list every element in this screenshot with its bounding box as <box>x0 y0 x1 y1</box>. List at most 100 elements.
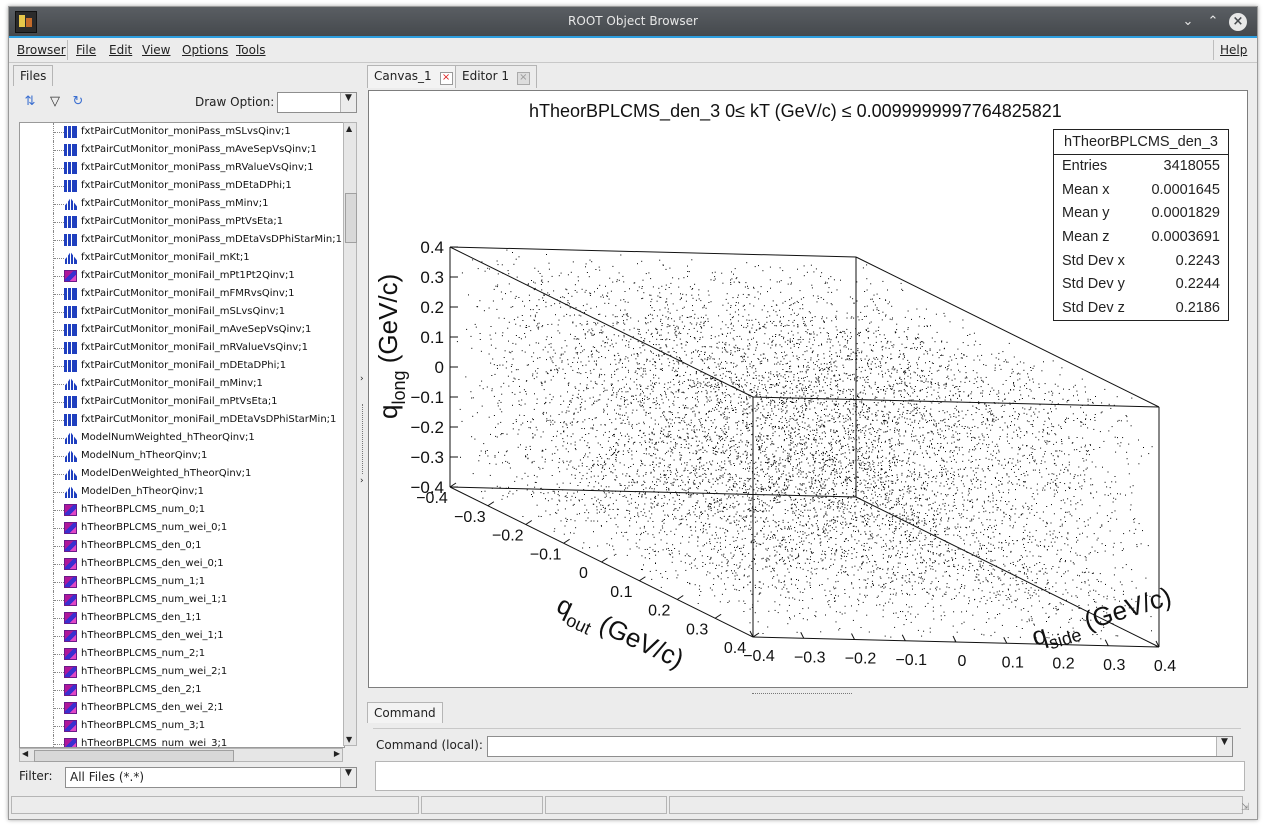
z-tick-label: 0.2 <box>420 298 444 317</box>
x-tick-label: −0.3 <box>454 509 486 526</box>
tree-item[interactable]: hTheorBPLCMS_den_wei_2;1 <box>20 699 340 717</box>
tree-item[interactable]: fxtPairCutMonitor_moniFail_mPtVsEta;1 <box>20 393 340 411</box>
tree-guide-line <box>54 420 64 421</box>
file-tree[interactable]: fxtPairCutMonitor_moniPass_mSLvsQinv;1 fx… <box>19 122 345 748</box>
scroll-up-icon[interactable]: ▲ <box>346 124 353 133</box>
stats-value: 0.2244 <box>1175 276 1220 293</box>
menu-edit[interactable]: Edit <box>109 43 133 57</box>
close-icon[interactable]: × <box>1229 13 1247 31</box>
tree-item[interactable]: hTheorBPLCMS_num_wei_3;1 <box>20 735 340 747</box>
tree-item[interactable]: fxtPairCutMonitor_moniPass_mSLvsQinv;1 <box>20 123 340 141</box>
tree-item[interactable]: fxtPairCutMonitor_moniFail_mRValueVsQinv… <box>20 339 340 357</box>
tree-item[interactable]: fxtPairCutMonitor_moniFail_mSLvsQinv;1 <box>20 303 340 321</box>
draw-option-combo[interactable]: ▼ <box>277 92 357 113</box>
scroll-thumb[interactable] <box>34 750 234 762</box>
filter-combo[interactable]: All Files (*.*) ▼ <box>65 767 357 788</box>
tree-item[interactable]: hTheorBPLCMS_num_wei_1;1 <box>20 591 340 609</box>
minimize-icon[interactable]: ⌄ <box>1182 14 1194 29</box>
resize-grip-icon[interactable]: ⇲ <box>1241 802 1250 813</box>
command-input[interactable]: ▼ <box>487 736 1233 757</box>
chevron-down-icon[interactable]: ▼ <box>340 768 356 787</box>
histogram-2d-icon <box>64 216 77 228</box>
tree-item[interactable]: hTheorBPLCMS_den_0;1 <box>20 537 340 555</box>
collapse-arrow-icon[interactable]: › <box>360 374 364 384</box>
root-canvas[interactable]: hTheorBPLCMS_den_3 0≤ kT (GeV/c) ≤ 0.009… <box>368 90 1248 688</box>
menu-browser[interactable]: Browser <box>17 43 66 57</box>
tree-item[interactable]: fxtPairCutMonitor_moniFail_mMinv;1 <box>20 375 340 393</box>
title-bar[interactable]: ROOT Object Browser ⌄ ⌃ × <box>9 7 1257 38</box>
histogram-1d-icon <box>64 432 77 444</box>
scroll-down-icon[interactable]: ▼ <box>346 735 353 744</box>
tree-item[interactable]: fxtPairCutMonitor_moniPass_mRValueVsQinv… <box>20 159 340 177</box>
tree-item-label: hTheorBPLCMS_den_wei_0;1 <box>81 558 224 569</box>
tree-guide-line <box>54 600 64 601</box>
scroll-thumb[interactable] <box>345 193 357 243</box>
plot-title: hTheorBPLCMS_den_3 0≤ kT (GeV/c) ≤ 0.009… <box>529 101 1062 121</box>
tree-item-label: fxtPairCutMonitor_moniPass_mRValueVsQinv… <box>81 162 314 173</box>
scroll-right-icon[interactable]: ▶ <box>333 749 340 758</box>
panel-splitter[interactable]: › › <box>359 64 367 794</box>
stats-value: 0.2186 <box>1175 300 1220 317</box>
tree-item[interactable]: hTheorBPLCMS_den_1;1 <box>20 609 340 627</box>
tree-guide-line <box>53 393 55 411</box>
tab-canvas[interactable]: Canvas_1 × <box>367 65 460 88</box>
tree-item[interactable]: fxtPairCutMonitor_moniPass_mDEtaVsDPhiSt… <box>20 231 342 249</box>
tree-item[interactable]: fxtPairCutMonitor_moniFail_mPt1Pt2Qinv;1 <box>20 267 340 285</box>
chevron-down-icon[interactable]: ▼ <box>340 93 356 112</box>
tree-item[interactable]: ModelDenWeighted_hTheorQinv;1 <box>20 465 340 483</box>
tree-item-label: hTheorBPLCMS_den_wei_2;1 <box>81 702 224 713</box>
close-tab-icon[interactable]: × <box>439 72 453 85</box>
tree-item[interactable]: hTheorBPLCMS_den_wei_0;1 <box>20 555 340 573</box>
tree-item[interactable]: hTheorBPLCMS_num_2;1 <box>20 645 340 663</box>
collapse-arrow-icon[interactable]: › <box>360 476 364 486</box>
tree-item[interactable]: hTheorBPLCMS_num_0;1 <box>20 501 340 519</box>
maximize-icon[interactable]: ⌃ <box>1207 14 1219 29</box>
menu-help[interactable]: Help <box>1220 43 1248 57</box>
splitter-handle[interactable] <box>362 404 363 474</box>
tree-item[interactable]: hTheorBPLCMS_num_1;1 <box>20 573 340 591</box>
tree-item[interactable]: hTheorBPLCMS_num_wei_0;1 <box>20 519 340 537</box>
y-tick <box>749 630 754 638</box>
tab-editor[interactable]: Editor 1 × <box>455 65 537 88</box>
tree-item[interactable]: fxtPairCutMonitor_moniPass_mAveSepVsQinv… <box>20 141 340 159</box>
canvas-splitter-handle[interactable] <box>752 693 852 694</box>
histogram-1d-icon <box>64 378 77 390</box>
tree-item[interactable]: ModelNum_hTheorQinv;1 <box>20 447 340 465</box>
stats-key: Mean z <box>1062 229 1110 246</box>
menu-file[interactable]: File <box>76 43 97 57</box>
tree-item[interactable]: fxtPairCutMonitor_moniFail_mFMRvsQinv;1 <box>20 285 340 303</box>
menu-view[interactable]: View <box>142 43 171 57</box>
histogram-2d-icon <box>64 396 77 408</box>
tree-guide-line <box>54 654 64 655</box>
stats-box[interactable]: hTheorBPLCMS_den_3 Entries 3418055 Mean x 0… <box>1053 129 1229 321</box>
menu-tools[interactable]: Tools <box>236 43 266 57</box>
tree-item[interactable]: fxtPairCutMonitor_moniPass_mDEtaDPhi;1 <box>20 177 340 195</box>
close-tab-icon[interactable]: × <box>516 72 530 85</box>
tab-files[interactable]: Files <box>13 65 54 86</box>
tree-item-label: hTheorBPLCMS_den_2;1 <box>81 684 202 695</box>
menu-options[interactable]: Options <box>182 43 229 57</box>
chevron-down-icon[interactable]: ▼ <box>1216 737 1232 756</box>
tab-command[interactable]: Command <box>367 702 443 723</box>
tree-item[interactable]: hTheorBPLCMS_den_wei_1;1 <box>20 627 340 645</box>
box-edge <box>449 246 857 258</box>
scatter-plot[interactable]: −0.4−0.3−0.2−0.100.10.20.30.4−0.4 −0.3 −0.… <box>369 91 1247 687</box>
tree-item[interactable]: fxtPairCutMonitor_moniFail_mAveSepVsQinv… <box>20 321 340 339</box>
tree-horizontal-scrollbar[interactable]: ◀ ▶ <box>19 748 343 762</box>
scroll-left-icon[interactable]: ◀ <box>22 749 29 758</box>
command-history[interactable] <box>375 761 1245 791</box>
refresh-icon[interactable]: ↻ <box>72 94 84 109</box>
tree-item[interactable]: fxtPairCutMonitor_moniFail_mDEtaDPhi;1 <box>20 357 340 375</box>
tree-vertical-scrollbar[interactable]: ▲ ▼ <box>343 122 357 746</box>
tree-item[interactable]: fxtPairCutMonitor_moniPass_mMinv;1 <box>20 195 340 213</box>
tree-item[interactable]: hTheorBPLCMS_den_2;1 <box>20 681 340 699</box>
tree-item[interactable]: ModelNumWeighted_hTheorQinv;1 <box>20 429 340 447</box>
sort-az-icon[interactable]: ⇅ <box>24 94 36 109</box>
tree-item[interactable]: fxtPairCutMonitor_moniFail_mKt;1 <box>20 249 340 267</box>
tree-item[interactable]: hTheorBPLCMS_num_3;1 <box>20 717 340 735</box>
tree-item[interactable]: fxtPairCutMonitor_moniPass_mPtVsEta;1 <box>20 213 340 231</box>
tree-item[interactable]: ModelDen_hTheorQinv;1 <box>20 483 340 501</box>
tree-item[interactable]: hTheorBPLCMS_num_wei_2;1 <box>20 663 340 681</box>
tree-item[interactable]: fxtPairCutMonitor_moniFail_mDEtaVsDPhiSt… <box>20 411 340 429</box>
filter-icon[interactable]: ▽ <box>50 94 60 109</box>
